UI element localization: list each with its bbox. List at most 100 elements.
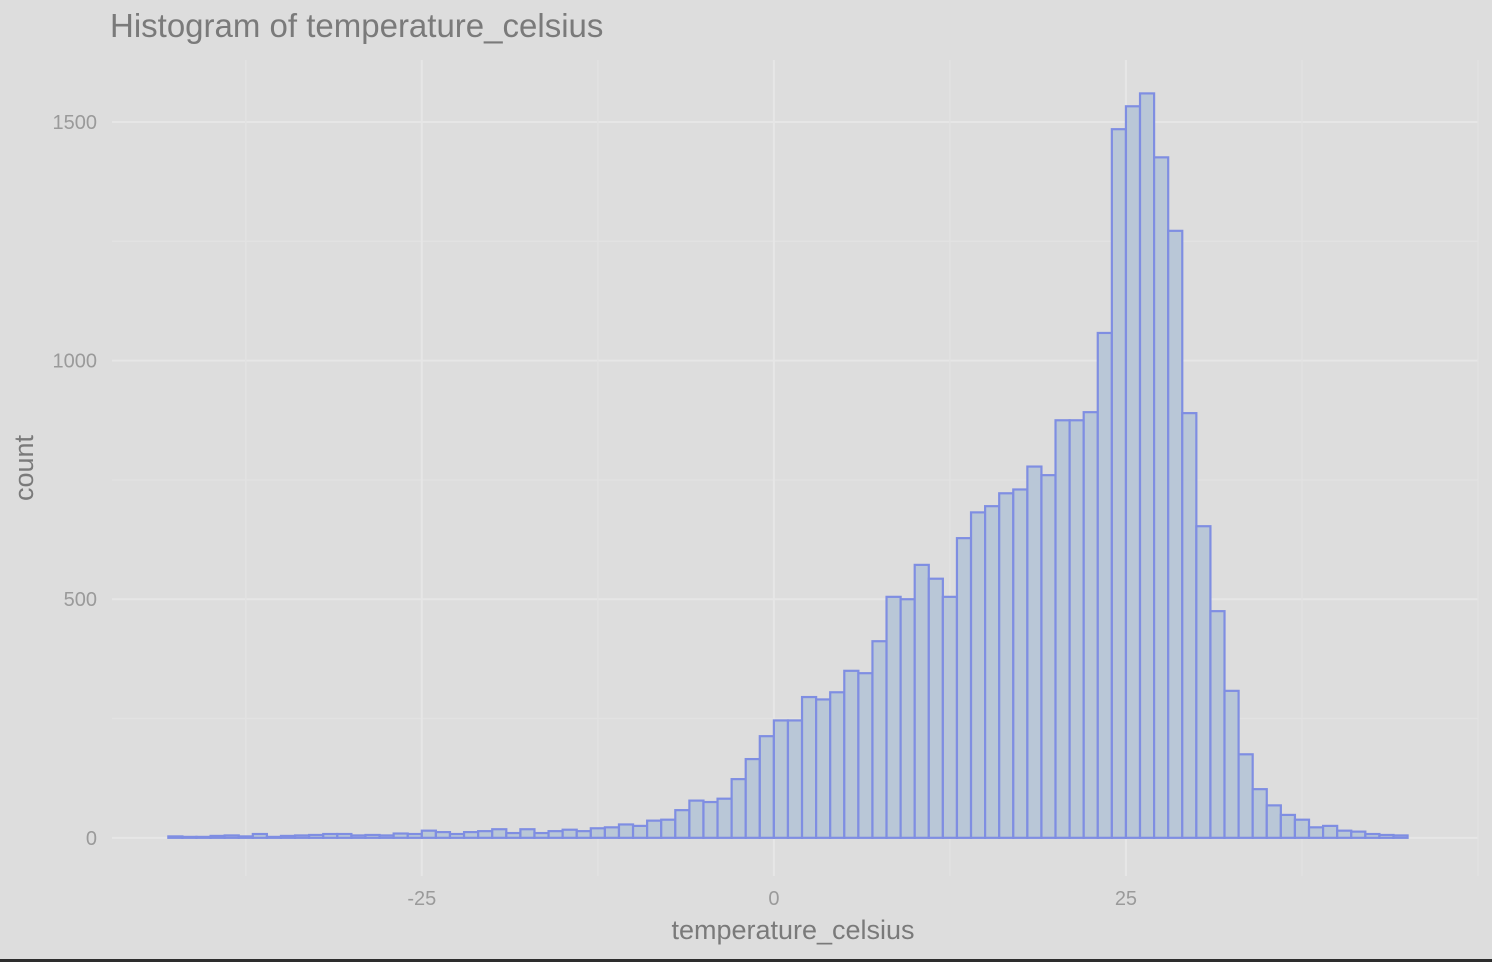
histogram-bar [1364,832,1381,839]
histogram-bar [167,835,184,839]
histogram-bar [195,835,212,839]
histogram-bar [744,757,761,839]
histogram-bar [223,834,240,839]
histogram-bar [279,834,297,839]
histogram-bar [251,832,269,839]
histogram-bar [1293,818,1311,839]
histogram-bar [434,830,452,839]
histogram-bar [660,818,677,839]
histogram-bar [1237,753,1254,839]
histogram-bar [1138,92,1156,839]
histogram-bar [293,834,311,839]
y-tick-label: 500 [64,589,97,611]
histogram-bar [322,832,339,839]
histogram-bar [969,511,987,839]
histogram-bar [505,831,522,839]
histogram-bar [1110,128,1128,839]
histogram-bar [1251,788,1268,839]
x-axis-title: temperature_celsius [671,915,914,945]
histogram-bar [491,828,508,839]
histogram-bar [646,819,663,839]
histogram-bar [871,640,888,839]
histogram-bar [420,829,437,839]
y-tick-label: 1500 [53,112,98,134]
histogram-bar [899,598,916,839]
histogram-bar [392,832,409,839]
x-tick-label: -25 [407,888,436,910]
histogram-bar [1350,830,1367,839]
histogram-bar [1012,488,1029,839]
histogram-bar [1054,419,1071,839]
histogram-bar [786,719,804,839]
histogram-bar [1026,465,1043,839]
histogram-bar [533,831,550,839]
histogram-bar [265,835,283,839]
histogram-bar [800,695,818,839]
x-tick-label: 25 [1115,888,1137,910]
histogram-bar [406,832,423,839]
histogram-bar [1082,411,1099,839]
histogram-bar [829,691,846,839]
histogram-bar [462,830,480,839]
histogram-bar [1265,804,1282,839]
histogram-bar [815,698,832,839]
histogram-bar [1167,229,1184,839]
histogram-bar [913,563,930,839]
histogram-bar [378,834,395,839]
histogram-bar [984,505,1001,839]
histogram-bar [688,799,705,839]
histogram-bar [730,778,747,839]
histogram-bar [772,719,790,839]
y-tick-label: 1000 [53,351,98,373]
histogram-bar [1124,105,1142,839]
histogram-bar [857,672,874,839]
histogram-bar [843,669,860,839]
histogram-bar [364,833,381,839]
histogram-bar [702,800,719,839]
histogram-bar [336,832,353,839]
x-tick-label: 0 [768,888,779,910]
y-tick-label: 0 [86,828,97,850]
histogram-bar [237,835,254,839]
histogram-bar [547,830,564,839]
histogram-bar [1068,419,1085,839]
histogram-bar [1321,824,1339,839]
histogram-bar [1195,525,1212,839]
histogram-bar [1096,331,1113,839]
histogram-bar [1223,689,1240,839]
histogram-bar [181,835,198,839]
histogram-bar [561,828,578,839]
histogram-bar [1153,156,1170,839]
histogram-bar [1392,834,1409,839]
histogram-bar [631,824,649,839]
bottom-divider [0,959,1492,962]
histogram-bar [1307,826,1325,839]
y-axis-title: count [9,434,39,501]
histogram-bars [167,92,1409,839]
histogram-bar [519,828,536,839]
histogram-bar [308,833,325,839]
histogram-bar [1378,833,1395,839]
histogram-bar [941,595,959,839]
histogram-bar [589,827,606,839]
histogram-bar [1181,412,1198,839]
histogram-bar [674,809,691,839]
histogram-bar [575,830,592,839]
histogram-bar [716,797,733,839]
histogram-bar [1336,829,1353,839]
histogram-bar [350,834,367,839]
histogram-bar [758,735,775,839]
chart-title: Histogram of temperature_celsius [110,7,603,44]
histogram-bar [477,830,494,839]
histogram-bar [617,823,635,839]
histogram-bar [209,834,226,839]
histogram-bar [1209,610,1226,839]
histogram-bar [1279,813,1297,839]
histogram-bar [998,492,1015,839]
histogram-bar [603,826,621,839]
histogram-bar [1040,474,1057,839]
histogram-bar [955,537,973,839]
histogram-bar [448,832,466,839]
